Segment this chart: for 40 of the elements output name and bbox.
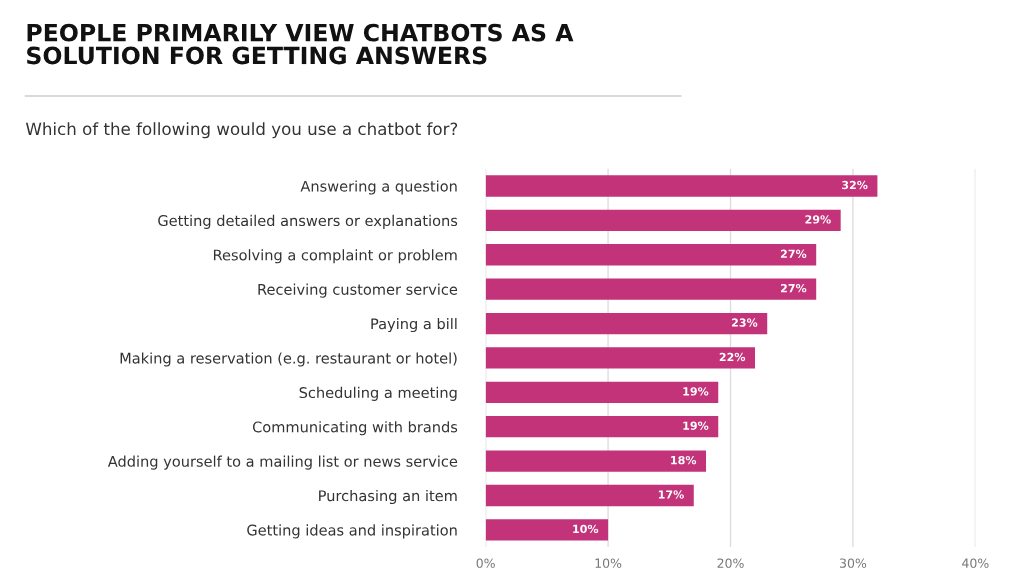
- data-label: 27%: [780, 249, 807, 258]
- bar: [485, 519, 609, 541]
- bar: [485, 278, 817, 300]
- data-label: 32%: [842, 180, 868, 190]
- x-tick-label: 40%: [962, 558, 989, 568]
- text: Which of the following would you use a chatbot for?: [25, 122, 458, 139]
- data-label: 27%: [780, 283, 807, 293]
- y-tick-label: Getting ideas and inspiration: [247, 524, 457, 539]
- bar: [485, 484, 694, 507]
- data-label: 22%: [719, 352, 746, 362]
- x-tick-label: 10%: [595, 558, 622, 568]
- y-tick-label: Scheduling a meeting: [299, 386, 457, 401]
- x-tick-label: 0%: [476, 558, 495, 568]
- y-tick-label: Making a reservation (e.g. restaurant or hotel): [120, 352, 457, 367]
- y-tick-label: Getting detailed answers or explanations: [158, 214, 458, 229]
- y-tick-label: Paying a bill: [371, 318, 457, 333]
- bar: [485, 209, 841, 232]
- y-tick-label: Receiving customer service: [258, 283, 458, 298]
- chart-title: PEOPLE PRIMARILY VIEW CHATBOTS AS A SOLUTION FOR GETTING ANSWERS: [27, 23, 574, 65]
- x-tick-label: 20%: [717, 558, 744, 568]
- y-tick-label: Purchasing an item: [319, 489, 457, 505]
- data-label: 10%: [573, 524, 599, 534]
- x-tick-label: 30%: [839, 558, 867, 568]
- bar: [485, 244, 817, 266]
- y-tick-label: Adding yourself to a mailing list or news service: [107, 455, 458, 470]
- data-label: 18%: [671, 455, 697, 465]
- bar: [485, 312, 768, 335]
- y-tick-label: Resolving a complaint or problem: [213, 249, 457, 264]
- data-label: 29%: [805, 215, 831, 224]
- bar: [485, 416, 719, 438]
- y-tick-label: Communicating with brands: [252, 421, 458, 436]
- bar: [485, 450, 707, 472]
- data-label: 19%: [683, 421, 709, 430]
- y-tick-label: Answering a question: [300, 180, 457, 195]
- data-label: 17%: [658, 490, 684, 499]
- bar: [485, 175, 878, 197]
- data-label: 23%: [732, 318, 758, 327]
- data-label: 19%: [683, 387, 709, 396]
- bar: [485, 347, 755, 369]
- bar: [485, 381, 719, 403]
